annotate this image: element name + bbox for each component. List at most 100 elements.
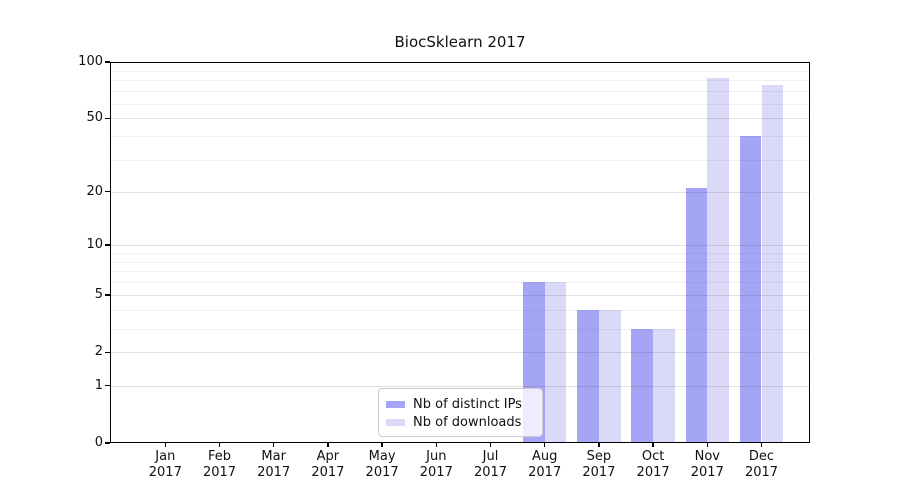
x-tick-year: 2017 <box>744 465 779 480</box>
y-tick-mark-1 <box>105 385 110 387</box>
axis-spine-top <box>110 62 810 64</box>
y-tick-label-2: 2 <box>94 344 103 360</box>
x-tick-label-oct: Oct 2017 <box>625 449 681 481</box>
x-tick-label-jun: Jun 2017 <box>408 449 464 481</box>
y-tick-mark-2 <box>105 351 110 353</box>
x-tick-mark-jul <box>489 443 492 447</box>
x-tick-year: 2017 <box>690 465 724 480</box>
x-tick-label-mar: Mar 2017 <box>246 449 302 481</box>
x-tick-year: 2017 <box>365 465 399 480</box>
legend-label-nb-of-downloads: Nb of downloads <box>413 414 522 430</box>
x-tick-label-feb: Feb 2017 <box>192 449 248 481</box>
gridline-minor-30 <box>110 159 810 161</box>
x-tick-mark-nov <box>706 443 708 447</box>
bar-nb-of-downloads-aug <box>544 282 567 443</box>
x-tick-year: 2017 <box>582 465 616 480</box>
legend-entry-nb-of-downloads: Nb of downloads <box>386 413 534 431</box>
x-tick-label-nov: Nov 2017 <box>679 449 735 481</box>
gridline-minor-90 <box>110 70 810 72</box>
bar-nb-of-downloads-oct <box>653 328 675 443</box>
x-tick-label-dec: Dec 2017 <box>734 449 790 481</box>
x-tick-mark-jun <box>435 443 437 447</box>
x-tick-label-apr: Apr 2017 <box>300 449 356 481</box>
y-tick-label-20: 20 <box>86 183 103 199</box>
bar-nb-of-distinct-ips-oct <box>631 328 654 443</box>
y-tick-mark-100 <box>105 61 110 63</box>
x-tick-mark-sep <box>598 443 600 447</box>
gridline-minor-9 <box>110 252 810 254</box>
bar-nb-of-distinct-ips-nov <box>685 187 708 443</box>
gridline-major-50 <box>110 118 810 120</box>
gridline-minor-80 <box>110 80 810 82</box>
y-tick-label-10: 10 <box>86 237 103 253</box>
x-tick-month: Dec <box>748 449 775 464</box>
legend-swatch-nb-of-distinct-ips <box>386 400 405 408</box>
legend-entry-nb-of-distinct-ips: Nb of distinct IPs <box>386 395 534 413</box>
x-tick-year: 2017 <box>311 465 345 480</box>
legend-label-nb-of-distinct-ips: Nb of distinct IPs <box>413 396 522 412</box>
plot-area: Nb of distinct IPs Nb of downloads <box>110 62 810 443</box>
x-tick-month: Aug <box>531 449 558 464</box>
chart-title: BiocSklearn 2017 <box>394 33 526 51</box>
gridline-minor-8 <box>110 261 810 263</box>
x-tick-year: 2017 <box>636 465 670 480</box>
x-tick-month: Jun <box>426 449 447 464</box>
x-tick-mark-feb <box>218 443 221 447</box>
axis-spine-right <box>808 62 810 443</box>
x-tick-year: 2017 <box>528 465 562 480</box>
y-tick-mark-20 <box>105 190 110 193</box>
y-tick-mark-10 <box>105 244 110 246</box>
x-tick-month: Apr <box>316 449 340 464</box>
gridline-minor-6 <box>110 282 810 284</box>
x-tick-mark-mar <box>273 443 275 447</box>
x-tick-year: 2017 <box>148 465 182 480</box>
axis-spine-bottom <box>110 441 810 443</box>
x-tick-label-jul: Jul 2017 <box>463 449 519 481</box>
gridline-minor-4 <box>110 310 810 312</box>
gridline-major-1 <box>110 385 810 387</box>
gridline-major-10 <box>110 245 810 247</box>
x-tick-mark-apr <box>327 443 329 447</box>
x-tick-mark-jan <box>164 443 166 447</box>
axis-spine-left <box>110 62 112 443</box>
x-tick-label-jan: Jan 2017 <box>137 449 193 481</box>
x-tick-label-may: May 2017 <box>354 449 410 481</box>
gridline-major-2 <box>110 352 810 354</box>
x-tick-label-aug: Aug 2017 <box>517 449 573 481</box>
x-tick-mark-aug <box>544 443 546 447</box>
x-tick-mark-oct <box>652 443 654 447</box>
x-tick-month: Jul <box>482 449 499 464</box>
x-tick-month: May <box>368 449 396 464</box>
x-tick-year: 2017 <box>202 465 237 480</box>
y-tick-mark-0 <box>105 442 110 444</box>
y-tick-mark-50 <box>105 117 110 120</box>
bar-nb-of-distinct-ips-dec <box>739 136 762 443</box>
bar-nb-of-distinct-ips-sep <box>577 310 599 443</box>
bar-nb-of-downloads-dec <box>761 85 784 443</box>
y-tick-label-1: 1 <box>94 377 103 393</box>
bar-nb-of-downloads-sep <box>598 310 621 443</box>
y-tick-label-50: 50 <box>86 110 103 126</box>
x-tick-mark-dec <box>760 443 763 447</box>
x-tick-mark-may <box>381 443 383 447</box>
x-tick-label-sep: Sep 2017 <box>571 449 627 481</box>
gridline-minor-70 <box>110 91 810 93</box>
x-tick-month: Jan <box>155 449 176 464</box>
gridline-major-20 <box>110 191 810 193</box>
bar-nb-of-downloads-nov <box>707 78 729 443</box>
x-tick-year: 2017 <box>257 465 291 480</box>
x-tick-month: Mar <box>261 449 286 464</box>
y-tick-label-5: 5 <box>94 287 103 303</box>
x-tick-month: Sep <box>586 449 612 464</box>
gridline-minor-60 <box>110 103 810 105</box>
gridline-major-5 <box>110 295 810 297</box>
y-tick-label-100: 100 <box>78 54 103 69</box>
y-tick-mark-5 <box>105 294 110 296</box>
legend: Nb of distinct IPs Nb of downloads <box>378 388 543 437</box>
legend-swatch-nb-of-downloads <box>386 418 405 426</box>
gridline-minor-3 <box>110 328 810 330</box>
gridline-minor-7 <box>110 271 810 273</box>
gridline-minor-40 <box>110 136 810 138</box>
x-tick-year: 2017 <box>473 465 508 480</box>
